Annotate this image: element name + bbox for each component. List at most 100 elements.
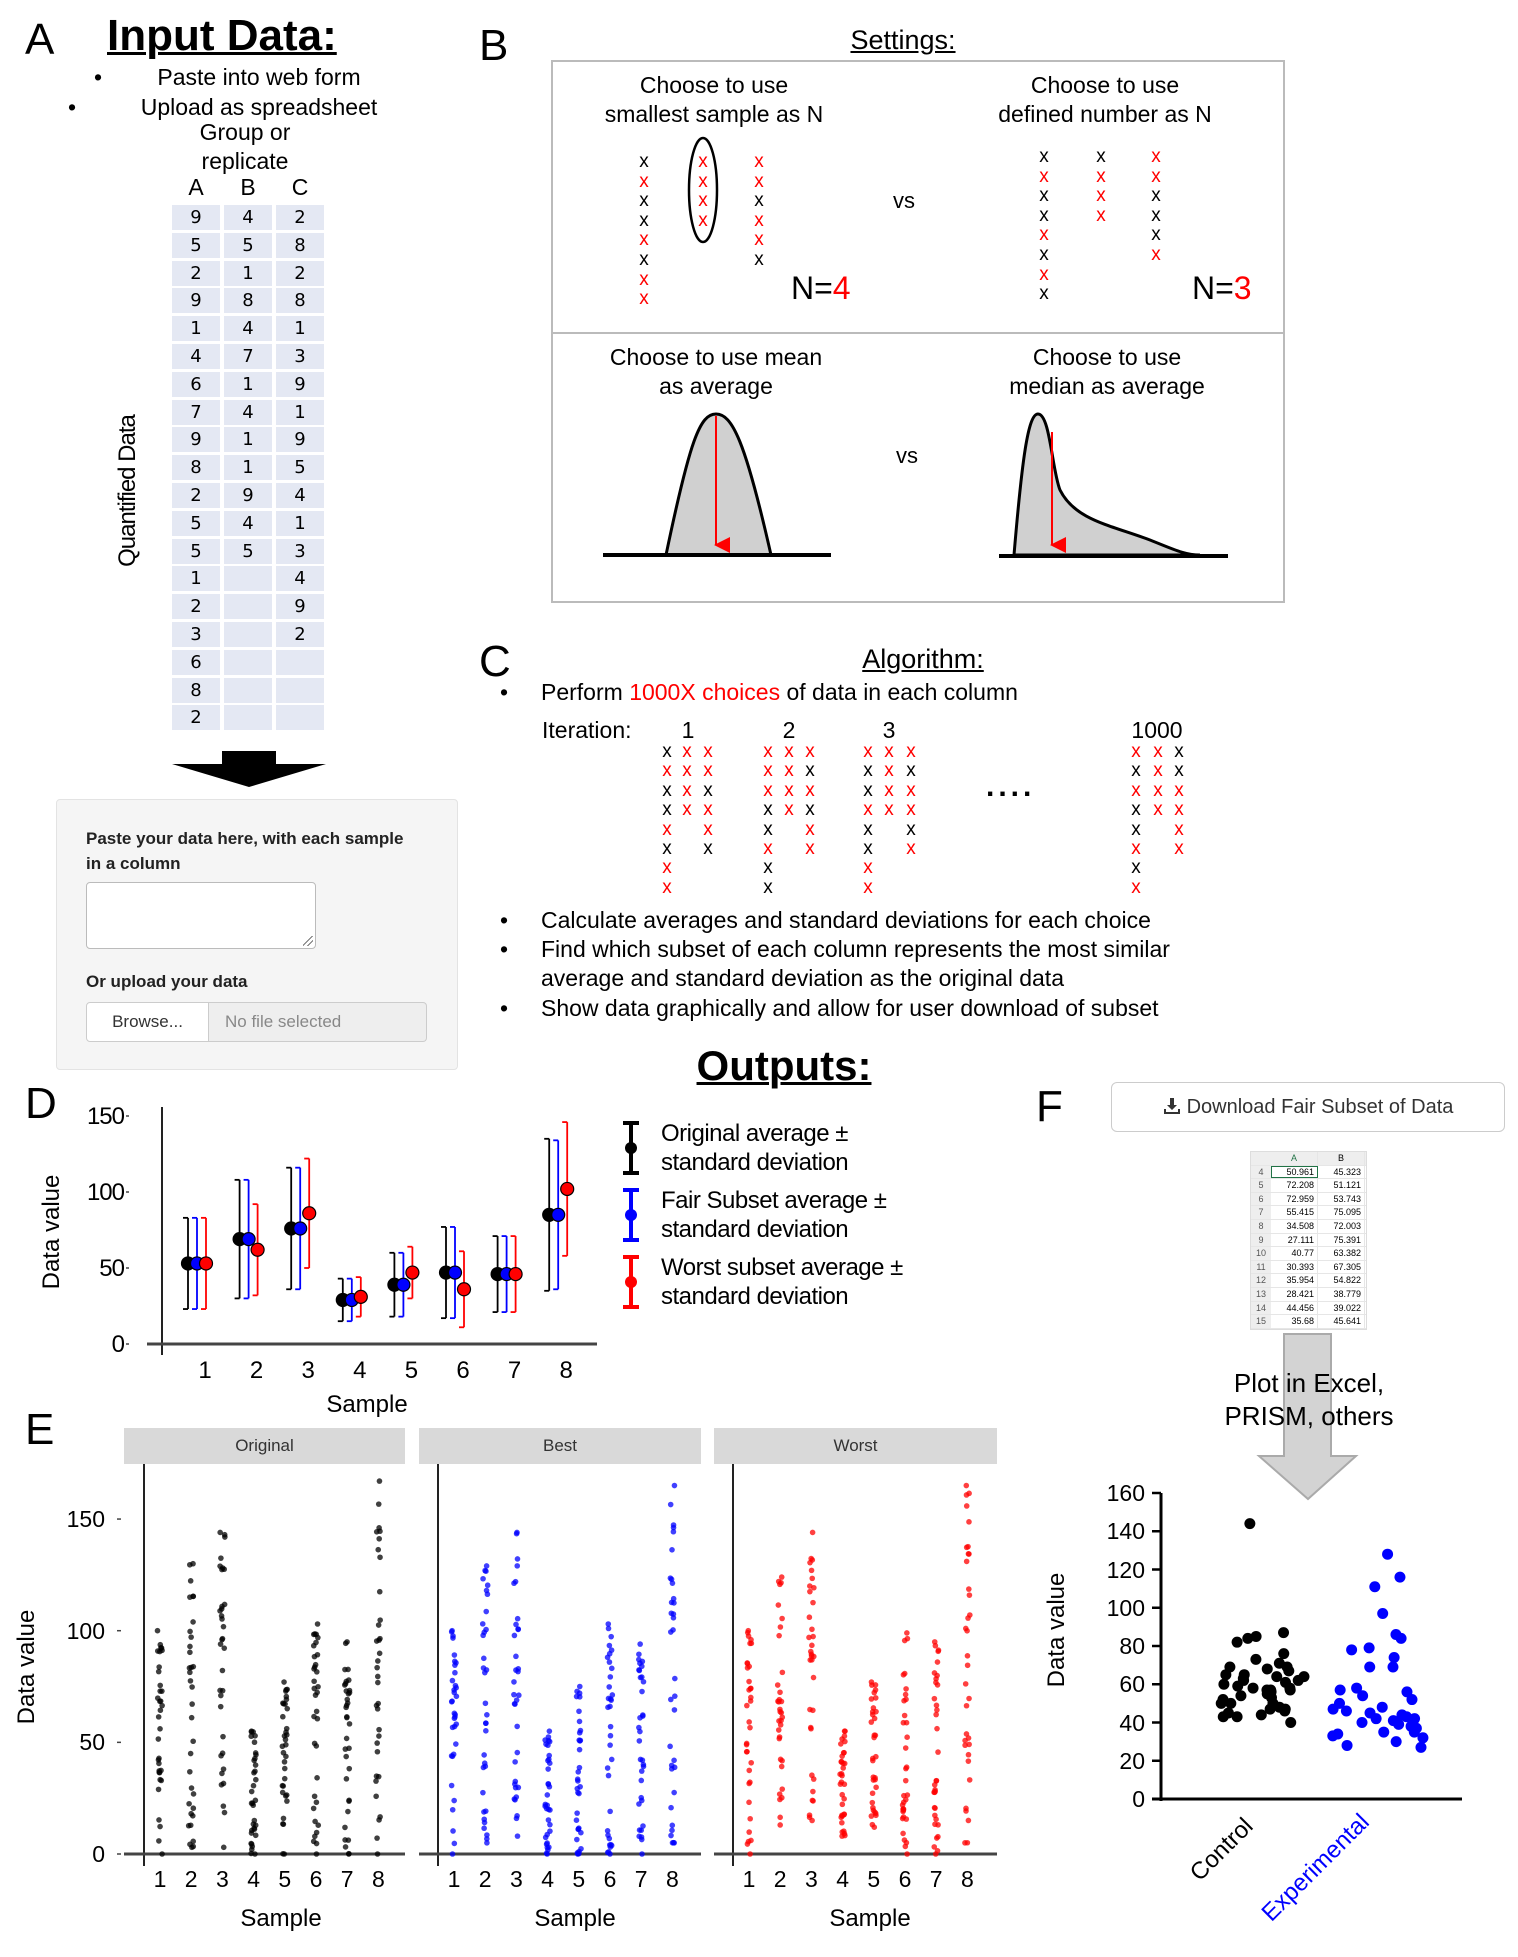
- data-point: [901, 1792, 907, 1799]
- data-point: [314, 1715, 321, 1722]
- data-point: [744, 1665, 751, 1671]
- data-point: [544, 1844, 551, 1851]
- data-point: [576, 1790, 582, 1797]
- x-mark-highlighted: x: [884, 760, 894, 782]
- x-mark: x: [906, 818, 916, 840]
- cell-b[interactable]: 38.779: [1318, 1287, 1365, 1301]
- cell-a[interactable]: 72.959: [1271, 1192, 1318, 1206]
- cell-a[interactable]: 30.393: [1271, 1260, 1318, 1274]
- data-point: [513, 1667, 519, 1673]
- data-point: [809, 1575, 816, 1582]
- data-point: [156, 1769, 163, 1776]
- data-point: [669, 1580, 676, 1586]
- x-mark-highlighted: x: [763, 838, 773, 859]
- corner-cell: [1251, 1152, 1271, 1165]
- data-point: [312, 1818, 318, 1825]
- paste-data-textarea[interactable]: [86, 882, 316, 949]
- mean-point: [387, 1277, 402, 1292]
- cell-b[interactable]: 39.022: [1318, 1301, 1365, 1315]
- data-point: [962, 1742, 968, 1749]
- data-point: [1261, 1684, 1273, 1696]
- data-point: [480, 1789, 486, 1796]
- data-point: [1238, 1669, 1250, 1681]
- data-point: [545, 1766, 551, 1772]
- cell-a[interactable]: 27.111: [1271, 1233, 1318, 1247]
- x-mark: x: [662, 838, 672, 859]
- x-mark: x: [754, 190, 764, 212]
- table-cell: 4: [276, 483, 324, 508]
- cell-b[interactable]: 53.743: [1318, 1192, 1365, 1206]
- data-point: [375, 1501, 382, 1507]
- data-point: [250, 1782, 257, 1789]
- data-point: [448, 1629, 455, 1635]
- cell-b[interactable]: 75.095: [1318, 1206, 1365, 1219]
- cell-a[interactable]: 72.208: [1271, 1179, 1318, 1192]
- cell-a[interactable]: 35.954: [1271, 1274, 1318, 1287]
- cell-b[interactable]: 72.003: [1318, 1219, 1365, 1233]
- data-point: [252, 1797, 259, 1804]
- data-point: [451, 1658, 458, 1665]
- group-label-line2: replicate: [201, 148, 289, 174]
- data-point: [1224, 1661, 1236, 1673]
- data-point: [345, 1666, 351, 1673]
- data-point: [217, 1687, 223, 1694]
- cell-a[interactable]: 44.456: [1271, 1301, 1318, 1315]
- browse-button[interactable]: Browse...: [86, 1002, 209, 1042]
- data-point: [157, 1707, 164, 1714]
- cell-b[interactable]: 54.822: [1318, 1274, 1365, 1287]
- data-point: [966, 1741, 972, 1748]
- data-point: [779, 1794, 785, 1801]
- x-mark-highlighted: x: [906, 838, 916, 859]
- data-point: [1387, 1715, 1399, 1727]
- data-point: [638, 1827, 645, 1834]
- data-point: [155, 1668, 162, 1675]
- cell-b[interactable]: 45.323: [1318, 1165, 1365, 1179]
- data-point: [870, 1774, 877, 1780]
- cell-b[interactable]: 63.382: [1318, 1247, 1365, 1260]
- x-tick-label: 6: [603, 1866, 617, 1892]
- cell-a[interactable]: 28.421: [1271, 1287, 1318, 1301]
- data-point: [606, 1659, 613, 1665]
- cell-b[interactable]: 45.641: [1318, 1315, 1365, 1328]
- data-point: [252, 1832, 259, 1839]
- data-point: [545, 1734, 552, 1740]
- data-point: [607, 1742, 613, 1748]
- data-point: [841, 1728, 848, 1734]
- data-point: [345, 1808, 351, 1815]
- y-tick-label: 100: [86, 1179, 125, 1206]
- data-point: [933, 1777, 940, 1784]
- cell-a[interactable]: 34.508: [1271, 1219, 1318, 1233]
- data-point: [872, 1695, 879, 1701]
- y-tick-label: 60: [1119, 1671, 1145, 1698]
- data-point: [670, 1615, 677, 1621]
- resize-grip-icon[interactable]: [303, 936, 313, 946]
- data-point: [670, 1611, 677, 1617]
- data-point: [810, 1633, 816, 1640]
- data-point: [931, 1844, 938, 1850]
- cell-b[interactable]: 75.391: [1318, 1233, 1365, 1247]
- cell-a[interactable]: 40.77: [1271, 1247, 1318, 1260]
- cell-a[interactable]: 55.415: [1271, 1206, 1318, 1219]
- mean-point: [180, 1256, 196, 1271]
- mean-point: [542, 1207, 557, 1222]
- file-selected-field[interactable]: No file selected: [209, 1002, 427, 1042]
- cell-a[interactable]: 35.68: [1271, 1315, 1318, 1328]
- cell-b[interactable]: 67.305: [1318, 1260, 1365, 1274]
- cell-a[interactable]: 50.961: [1271, 1165, 1318, 1179]
- data-point: [607, 1732, 614, 1739]
- data-point: [574, 1785, 581, 1792]
- table-cell: 4: [224, 399, 272, 425]
- data-point: [932, 1851, 939, 1857]
- table-cell: 1: [276, 510, 324, 536]
- data-point: [778, 1763, 785, 1770]
- data-point: [1292, 1674, 1304, 1686]
- cell-b[interactable]: 51.121: [1318, 1179, 1365, 1192]
- data-point: [668, 1832, 674, 1839]
- data-point: [221, 1531, 228, 1538]
- x-tick-label: 4: [353, 1357, 367, 1384]
- data-point: [838, 1779, 845, 1785]
- data-point: [1377, 1607, 1389, 1619]
- data-point: [452, 1714, 458, 1720]
- download-fair-subset-button[interactable]: Download Fair Subset of Data: [1111, 1082, 1505, 1132]
- data-point: [636, 1801, 642, 1807]
